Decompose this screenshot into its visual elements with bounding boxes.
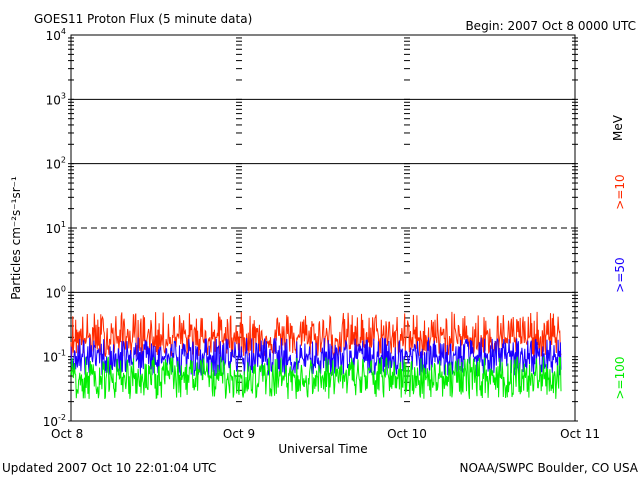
series-line — [70, 337, 562, 377]
series-layer — [70, 311, 562, 400]
legend-label: >=10 — [613, 174, 627, 209]
legend-unit: MeV — [611, 114, 625, 141]
y-tick-labels: 104 103 102 101 100 10-1 10-2 — [43, 27, 66, 429]
chart-title: GOES11 Proton Flux (5 minute data) — [34, 12, 252, 26]
y-tick-label: 10-2 — [43, 413, 66, 429]
y-tick-label: 10-1 — [43, 349, 66, 365]
y-tick-label: 104 — [46, 27, 66, 43]
x-tick-label: Oct 10 — [387, 427, 427, 441]
x-tick-label: Oct 9 — [223, 427, 255, 441]
x-axis-label: Universal Time — [278, 442, 367, 456]
series-line — [70, 356, 562, 400]
begin-label: Begin: 2007 Oct 8 0000 UTC — [465, 19, 636, 33]
legend: MeV >=10 >=50 >=100 — [611, 114, 627, 399]
x-tick-label: Oct 8 — [51, 427, 83, 441]
x-tick-label: Oct 11 — [560, 427, 600, 441]
x-tick-labels: Oct 8 Oct 9 Oct 10 Oct 11 — [51, 427, 600, 441]
legend-label: >=100 — [613, 356, 627, 399]
credit-text: NOAA/SWPC Boulder, CO USA — [460, 461, 639, 475]
threshold-lines — [71, 98, 575, 293]
legend-label: >=50 — [613, 257, 627, 292]
y-axis-label: Particles cm⁻²s⁻¹sr⁻¹ — [9, 176, 23, 300]
y-tick-label: 102 — [46, 156, 66, 172]
updated-text: Updated 2007 Oct 10 22:01:04 UTC — [2, 461, 216, 475]
y-tick-label: 103 — [46, 91, 66, 107]
y-tick-label: 101 — [46, 220, 66, 236]
y-tick-label: 100 — [46, 284, 66, 300]
